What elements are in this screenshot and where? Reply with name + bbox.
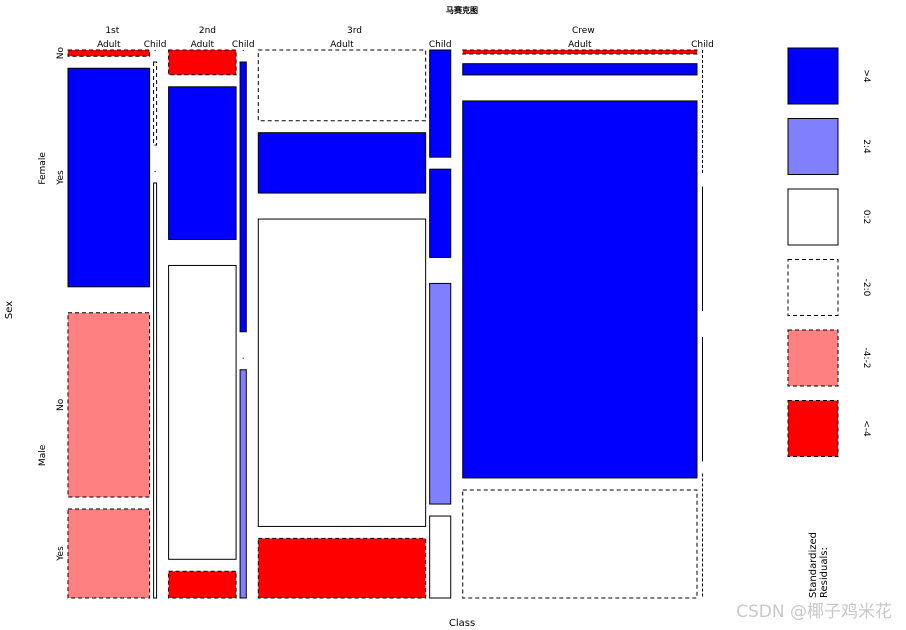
legend-swatch — [787, 118, 839, 175]
class-label: 3rd — [347, 26, 362, 36]
y-axis-label: Sex — [4, 301, 15, 319]
mosaic-cell — [462, 49, 698, 55]
mosaic-cell — [168, 49, 237, 76]
sex-label: Male — [38, 444, 48, 466]
mosaic-cell — [462, 489, 698, 599]
survived-label: No — [56, 398, 66, 411]
mosaic-cell — [429, 168, 452, 258]
legend-title: Residuals: — [819, 547, 830, 598]
survived-label: Yes — [56, 546, 66, 562]
mosaic-cell — [153, 182, 158, 599]
age-label: Adult — [330, 40, 354, 50]
mosaic-cell — [168, 264, 237, 560]
legend-label: 2:4 — [861, 139, 871, 154]
legend: >4 2:4 0:2 -2:0 -4:-2 <-4 Standardized Residual… — [787, 47, 871, 598]
mosaic-cell — [429, 49, 452, 158]
age-label: Child — [429, 40, 452, 50]
legend-swatch — [787, 188, 839, 246]
mosaic-cell — [429, 282, 452, 505]
mosaic-cell — [429, 515, 452, 599]
age-label: Adult — [568, 40, 592, 50]
mosaic-cell — [153, 61, 158, 146]
watermark-text: CSDN @椰子鸡米花 — [736, 602, 892, 622]
age-label: Adult — [191, 40, 215, 50]
legend-label: -4:-2 — [861, 348, 871, 369]
age-label: Child — [691, 40, 714, 50]
sex-label: Female — [38, 152, 48, 185]
legend-swatch — [787, 329, 839, 387]
age-label: Child — [144, 40, 167, 50]
mosaic-cells — [67, 49, 703, 599]
x-axis-label: Class — [449, 618, 475, 629]
mosaic-cell — [168, 570, 237, 599]
mosaic-cell — [67, 49, 151, 57]
mosaic-cell — [67, 67, 151, 288]
mosaic-cell — [462, 63, 698, 76]
mosaic-cell — [462, 100, 698, 479]
mosaic-cell — [239, 369, 247, 599]
survived-label: No — [56, 47, 66, 60]
mosaic-cell — [168, 86, 237, 240]
class-label: 1st — [105, 26, 119, 36]
legend-label: >4 — [861, 69, 871, 83]
legend-swatch — [787, 259, 839, 316]
chart-title: 马赛克图 — [446, 5, 478, 15]
mosaic-cell — [257, 218, 427, 527]
mosaic-cell — [67, 312, 151, 498]
mosaic-cell — [239, 61, 247, 333]
legend-label: <-4 — [861, 420, 871, 437]
legend-label: 0:2 — [861, 210, 871, 224]
age-label: Child — [232, 40, 255, 50]
class-label: Crew — [572, 26, 595, 36]
survived-label: Yes — [56, 170, 66, 186]
mosaic-cell — [67, 508, 151, 599]
mosaic-cell — [257, 49, 427, 122]
legend-title: Standardized — [808, 532, 819, 598]
mosaic-labels: 1st Adult Child 2nd Adult Child 3rd Adult Child C… — [38, 26, 714, 562]
age-label: Adult — [97, 40, 121, 50]
mosaic-cell — [257, 537, 427, 599]
legend-swatch — [787, 400, 839, 457]
legend-swatch — [787, 47, 839, 105]
legend-label: -2:0 — [861, 279, 871, 297]
mosaic-cell — [257, 132, 427, 194]
class-label: 2nd — [199, 26, 216, 36]
